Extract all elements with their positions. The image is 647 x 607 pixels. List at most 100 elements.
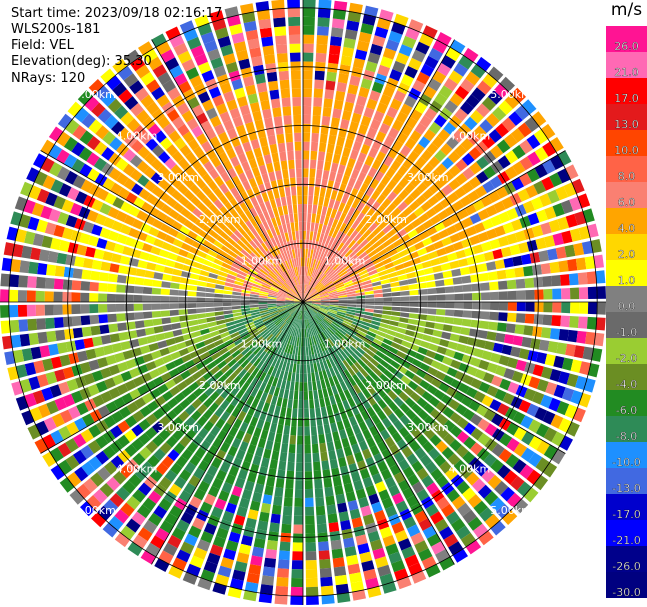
velocity-gate [515,359,527,372]
velocity-gate [463,47,479,63]
velocity-gate [194,447,206,459]
velocity-gate [277,275,285,284]
velocity-gate [275,478,285,489]
velocity-gate [261,242,269,252]
velocity-gate [102,522,118,538]
velocity-gate [40,205,53,220]
velocity-gate [233,259,243,267]
velocity-gate [288,159,295,170]
velocity-gate [145,380,157,392]
velocity-gate [326,285,336,291]
velocity-gate [240,212,249,223]
velocity-gate [343,482,354,494]
velocity-gate [87,384,100,397]
velocity-gate [217,374,228,384]
velocity-gate [330,323,339,330]
velocity-gate [287,316,294,325]
velocity-gate [299,373,303,383]
velocity-gate [596,286,606,299]
velocity-gate [331,548,344,559]
velocity-gate [444,244,455,254]
colorbar-swatch [606,390,647,417]
velocity-gate [231,523,243,535]
velocity-gate [74,218,86,231]
velocity-gate [257,520,269,531]
velocity-gate [287,452,296,463]
velocity-gate [359,468,371,480]
velocity-gate [216,103,228,115]
velocity-gate [322,369,328,380]
velocity-gate [561,288,571,300]
velocity-gate [222,294,232,299]
velocity-gate [336,286,346,291]
velocity-gate [283,271,290,280]
velocity-gate [341,528,353,540]
velocity-gate [281,312,290,319]
velocity-gate [135,64,151,79]
velocity-gate [128,205,140,217]
velocity-gate [295,462,303,472]
velocity-gate [329,45,341,56]
velocity-gate [278,70,289,81]
velocity-gate [309,267,314,277]
velocity-gate [296,186,302,196]
velocity-gate [216,220,227,231]
velocity-gate [367,586,382,598]
velocity-gate [560,315,570,328]
velocity-gate [258,223,266,233]
velocity-gate [232,457,243,469]
velocity-gate [156,211,168,222]
colorbar-tick-label: -2.0 [616,352,637,365]
velocity-gate [222,302,232,307]
velocity-gate [359,551,373,563]
velocity-gate [291,308,298,316]
velocity-gate [176,102,190,116]
velocity-gate [263,280,272,286]
velocity-gate [347,563,361,575]
velocity-gate [433,240,444,250]
velocity-gate [425,564,441,578]
velocity-gate [282,313,290,320]
velocity-gate [379,122,391,135]
velocity-gate [325,80,336,91]
velocity-gate [231,437,242,449]
velocity-gate [151,303,161,310]
velocity-gate [336,253,345,262]
velocity-gate [131,347,142,358]
velocity-gate [158,498,172,512]
velocity-gate [130,139,144,153]
velocity-gate [393,451,405,464]
velocity-gate [364,261,375,269]
velocity-gate [346,554,359,566]
velocity-gate [225,403,235,415]
velocity-gate [321,320,329,329]
velocity-gate [414,510,428,524]
velocity-gate [244,210,254,220]
velocity-gate [382,288,392,293]
velocity-gate [224,339,234,347]
velocity-gate [329,324,338,332]
velocity-gate [151,33,167,48]
velocity-gate [433,272,444,280]
velocity-gate [256,418,265,430]
velocity-gate [400,359,411,369]
velocity-gate [205,292,215,298]
velocity-gate [340,55,353,67]
velocity-gate [416,488,430,502]
velocity-gate [213,187,224,199]
velocity-gate [276,340,283,350]
velocity-gate [503,334,515,345]
velocity-gate [314,353,320,363]
velocity-gate [246,230,256,240]
velocity-gate [315,407,322,418]
velocity-gate [285,380,291,390]
velocity-gate [303,302,310,309]
velocity-gate [441,184,454,196]
velocity-gate [470,427,484,441]
velocity-gate [578,225,590,240]
velocity-gate [267,323,276,330]
velocity-gate [131,183,144,196]
velocity-gate [363,283,373,289]
velocity-gate [26,167,40,183]
velocity-gate [317,8,331,19]
